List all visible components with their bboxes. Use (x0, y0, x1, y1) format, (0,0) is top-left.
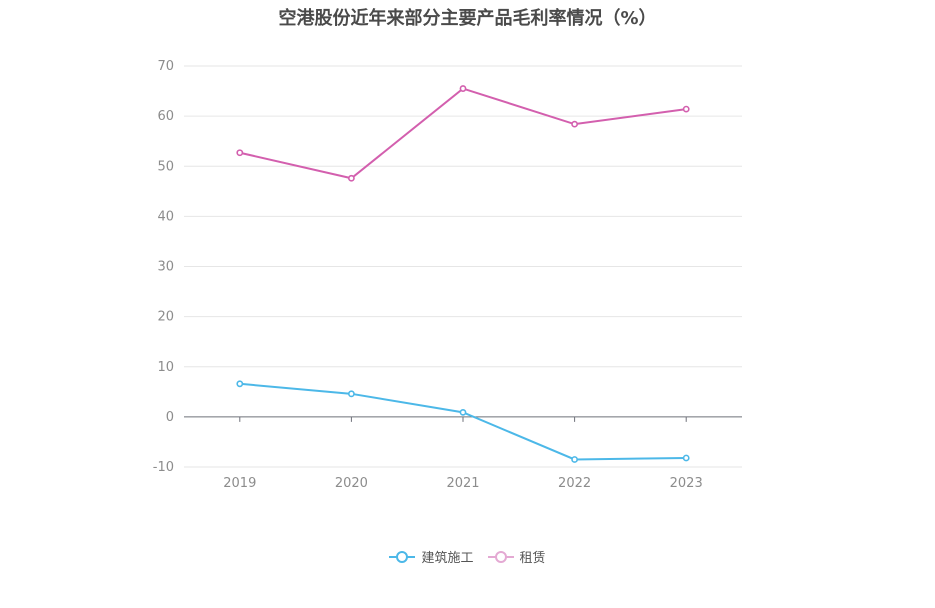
data-point[interactable] (459, 85, 467, 92)
data-point[interactable] (682, 454, 690, 462)
chart-title: 空港股份近年来部分主要产品毛利率情况（%） (278, 8, 657, 29)
legend-item-leasing[interactable]: 租赁 (487, 547, 546, 566)
y-tick-label: 60 (157, 109, 174, 124)
data-point[interactable] (236, 380, 244, 388)
x-tick-label: 2022 (558, 476, 591, 491)
y-axis: 70 60 50 40 30 20 10 0 -10 (153, 59, 174, 475)
x-axis: 2019 2020 2021 2022 2023 (184, 416, 742, 491)
y-tick-label: 10 (157, 360, 174, 375)
data-point[interactable] (571, 120, 578, 128)
x-tick-label: 2019 (223, 476, 256, 491)
grid-lines (184, 65, 742, 468)
legend: 建筑施工 租赁 (0, 547, 935, 566)
series-group (236, 85, 690, 463)
x-tick-label: 2021 (446, 476, 479, 491)
y-tick-label: 70 (157, 59, 174, 74)
y-tick-label: 50 (157, 159, 174, 174)
data-point[interactable] (682, 105, 690, 113)
legend-label-leasing: 租赁 (519, 551, 546, 566)
legend-item-construction[interactable]: 建筑施工 (389, 547, 474, 566)
x-tick-label: 2023 (670, 476, 703, 491)
data-point[interactable] (236, 149, 244, 157)
series-line-1 (239, 87, 687, 180)
legend-label-construction: 建筑施工 (421, 551, 474, 566)
y-tick-label: 40 (157, 209, 174, 224)
legend-marker-leasing (487, 550, 514, 563)
data-point[interactable] (459, 408, 467, 416)
y-tick-label: -10 (153, 460, 174, 475)
y-tick-label: 30 (157, 260, 174, 275)
y-tick-label: 20 (157, 310, 174, 325)
data-point[interactable] (571, 456, 578, 463)
data-point[interactable] (347, 174, 355, 182)
data-point[interactable] (347, 390, 355, 398)
legend-marker-construction (389, 550, 416, 563)
y-tick-label: 0 (166, 410, 174, 425)
x-tick-label: 2020 (335, 476, 368, 491)
